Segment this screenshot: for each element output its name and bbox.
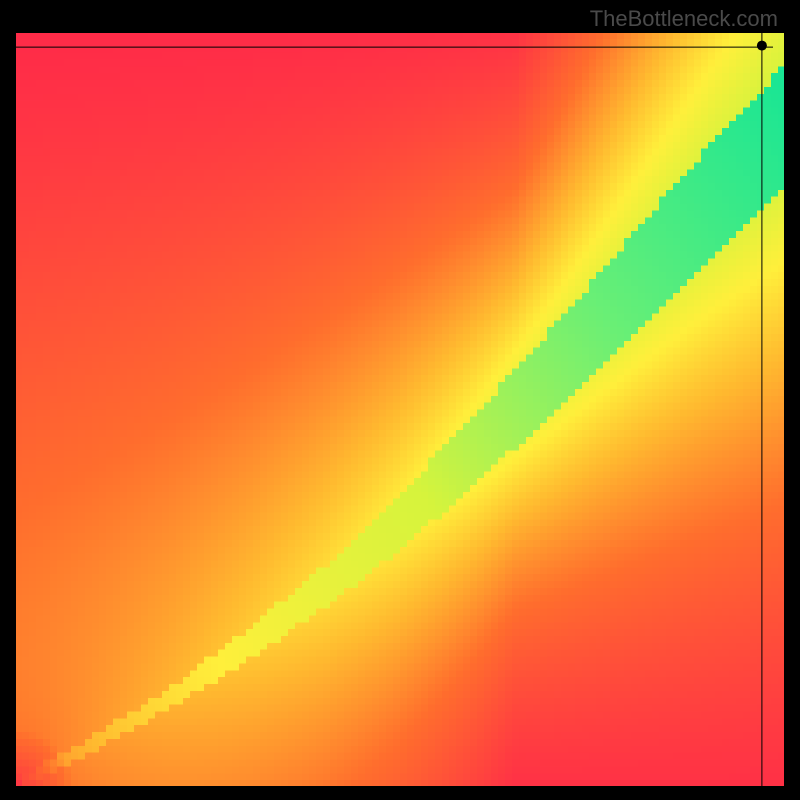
bottleneck-heatmap	[15, 32, 785, 787]
heatmap-canvas	[15, 32, 785, 787]
watermark-text: TheBottleneck.com	[590, 6, 778, 32]
